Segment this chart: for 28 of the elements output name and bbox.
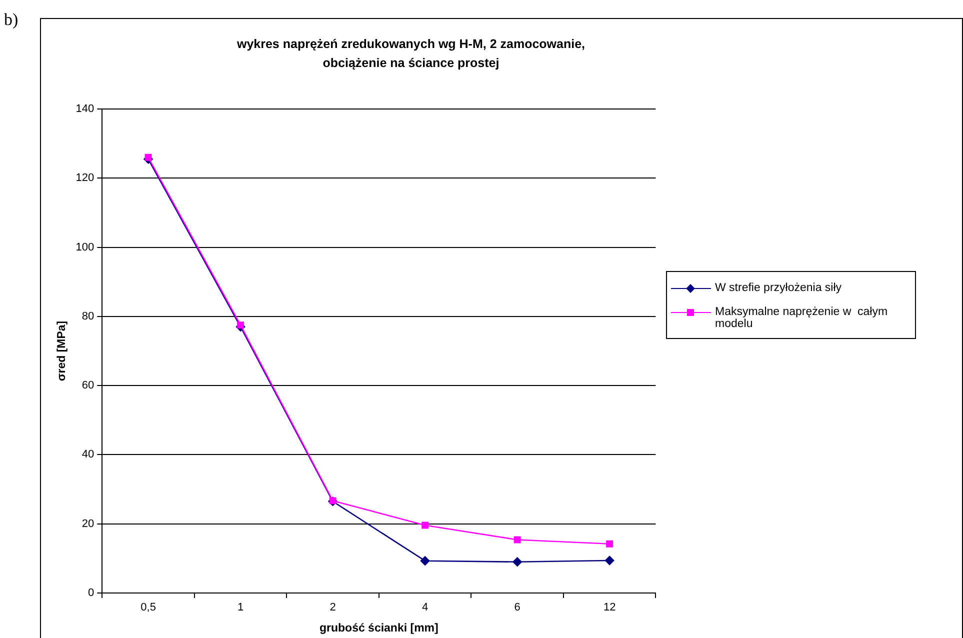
point [420, 556, 430, 566]
y-tick-label: 40 [82, 448, 94, 461]
point [144, 154, 152, 161]
y-tick-label: 140 [76, 103, 94, 116]
y-tick-label: 120 [76, 172, 94, 184]
x-tick-label: 1 [237, 602, 244, 614]
chart-title: wykres naprężeń zredukowanych wg H-M, 2 zamocowanie, obciążenie na ściance prostej [236, 36, 586, 72]
y-axis-title: σred [MPa] [56, 320, 68, 382]
y-tick-label: 60 [82, 380, 94, 392]
point [512, 557, 522, 567]
x-tick-label: 6 [514, 602, 520, 614]
y-tick-label: 80 [82, 310, 94, 322]
x-tick-label: 4 [422, 602, 428, 614]
x-tick-label: 2 [330, 602, 336, 614]
x-tick-label: 12 [603, 602, 616, 614]
legend-label: Maksymalne naprężenie w całym modelu [715, 306, 889, 330]
y-tick-label: 0 [88, 587, 94, 600]
y-tick-label: 20 [82, 518, 94, 530]
text: b) [4, 10, 18, 30]
point [514, 536, 521, 544]
point [604, 556, 614, 566]
x-tick-label: 0,5 [140, 602, 156, 614]
x-axis-title: grubość ścianki [mm] [319, 622, 439, 634]
point [422, 522, 429, 529]
point [606, 540, 614, 548]
legend-label: W strefie przyłożenia siły [715, 282, 842, 294]
y-tick-label: 100 [76, 241, 94, 254]
point [237, 322, 244, 329]
